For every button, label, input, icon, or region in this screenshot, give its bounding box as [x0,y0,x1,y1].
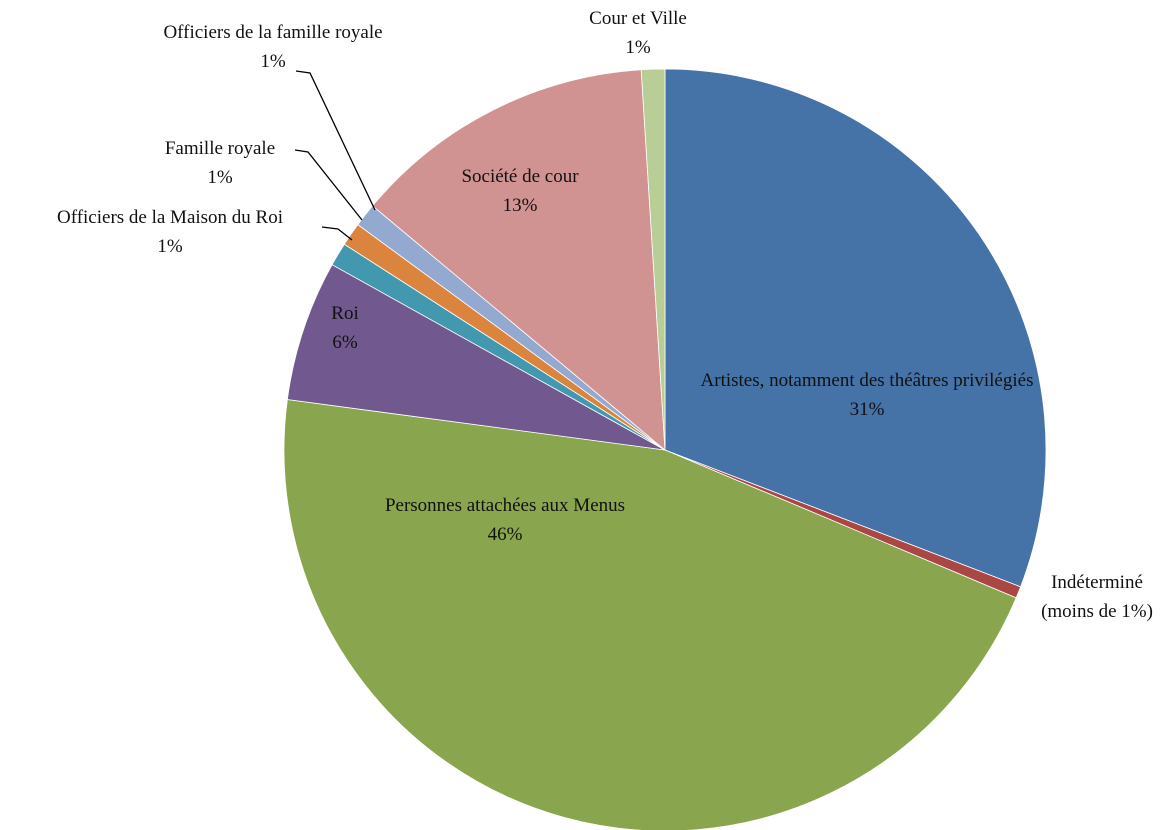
category-label: Cour et Ville [589,8,687,29]
value-label: 31% [849,399,885,420]
pie-slice [286,264,666,451]
data-label: Cour et Ville 1% [558,4,718,62]
data-label: Indéterminé (moins de 1%) [1017,568,1176,626]
data-label: Personnes attachées aux Menus 46% [325,491,685,549]
category-label: Officiers de la Maison du Roi [56,207,284,228]
leader-line [294,149,363,221]
category-label: Indéterminé [1051,572,1143,593]
data-label: Officiers de la famille royale 1% [113,18,433,76]
pie-slice [640,68,666,451]
value-label: 1% [157,236,183,257]
data-label: Famille royale 1% [140,134,300,192]
data-label: Société de cour 13% [410,162,630,220]
pie-slice [664,68,1047,588]
category-label: Artistes, notamment des théâtres privilé… [700,370,1034,391]
pie-slice [371,69,666,451]
data-label: Roi 6% [285,299,405,357]
data-label: Officiers de la Maison du Roi 1% [10,203,330,261]
value-label: 1% [260,51,286,72]
value-label: 1% [625,37,651,58]
value-label: 46% [487,524,523,545]
category-label: Société de cour [461,166,579,187]
leader-line [321,226,353,241]
data-label: Artistes, notamment des théâtres privilé… [697,366,1037,424]
pie-slice [283,399,1017,830]
category-label: Famille royale [164,138,276,159]
category-label: Officiers de la famille royale [163,22,383,43]
value-label: (moins de 1%) [1041,601,1153,622]
value-label: 13% [502,195,538,216]
value-label: 1% [207,167,233,188]
value-label: 6% [332,332,358,353]
category-label: Roi [331,303,359,324]
leader-line [295,70,376,211]
category-label: Personnes attachées aux Menus [384,495,626,516]
